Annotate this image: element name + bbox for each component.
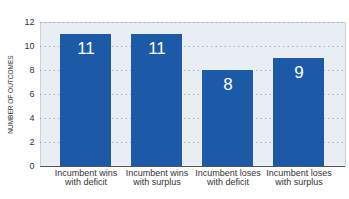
svg-text:10: 10 xyxy=(24,41,34,51)
svg-text:0: 0 xyxy=(29,161,34,171)
svg-text:8: 8 xyxy=(29,65,34,75)
svg-text:8: 8 xyxy=(223,75,232,94)
svg-text:Incumbent loseswith deficit: Incumbent loseswith deficit xyxy=(195,168,261,187)
svg-text:6: 6 xyxy=(29,89,34,99)
svg-text:Incumbent winswith surplus: Incumbent winswith surplus xyxy=(126,168,189,187)
svg-text:9: 9 xyxy=(294,63,303,82)
svg-text:2: 2 xyxy=(29,137,34,147)
svg-text:Incumbent loseswith surplus: Incumbent loseswith surplus xyxy=(266,168,332,187)
svg-text:11: 11 xyxy=(77,39,95,58)
svg-text:Incumbent winswith deficit: Incumbent winswith deficit xyxy=(55,168,118,187)
svg-text:11: 11 xyxy=(148,39,166,58)
svg-text:NUMBER OF OUTCOMES: NUMBER OF OUTCOMES xyxy=(7,55,14,134)
svg-text:4: 4 xyxy=(29,113,34,123)
svg-text:12: 12 xyxy=(24,17,34,27)
